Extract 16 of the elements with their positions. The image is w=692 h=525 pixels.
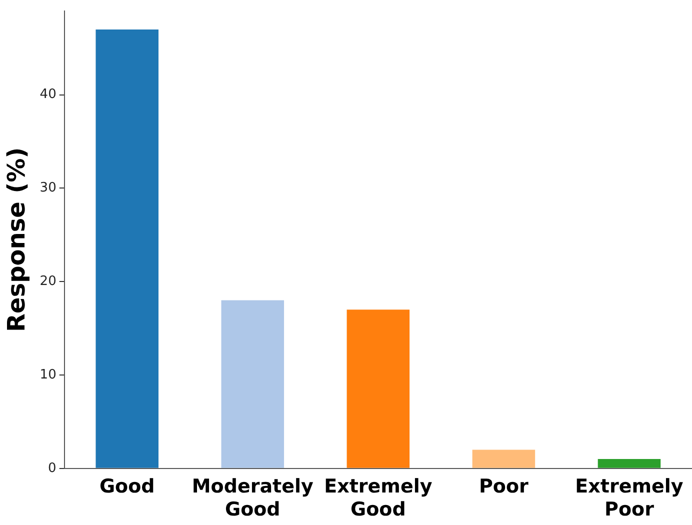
y-tick-label: 30 bbox=[40, 180, 56, 196]
bar bbox=[221, 300, 284, 468]
x-tick-label: Moderately Good bbox=[192, 476, 314, 521]
bar bbox=[472, 450, 536, 468]
x-tick-label: Poor bbox=[479, 476, 530, 498]
y-tick-label: 10 bbox=[40, 367, 56, 382]
y-axis-title: Response (%) bbox=[2, 147, 31, 332]
y-tick-label: 40 bbox=[40, 87, 56, 102]
y-tick-label: 20 bbox=[40, 274, 56, 289]
bar bbox=[346, 310, 410, 468]
bar bbox=[598, 459, 661, 468]
y-tick-label: 0 bbox=[48, 460, 56, 476]
x-tick-label: Extremely Poor bbox=[575, 476, 684, 521]
bar bbox=[96, 29, 158, 468]
x-tick-label: Extremely Good bbox=[324, 476, 433, 521]
x-tick-label: Good bbox=[99, 476, 155, 498]
